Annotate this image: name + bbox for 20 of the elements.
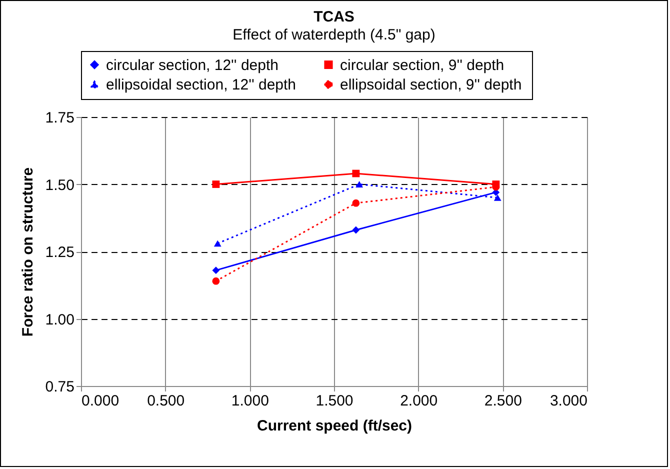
x-tick-label: 1.500 [316, 392, 354, 410]
chart-title: TCAS [314, 8, 354, 26]
legend-label: circular section, 9'' depth [340, 56, 504, 74]
x-tick-label: 0.000 [82, 392, 120, 410]
y-tick-label: 1.75 [45, 110, 74, 126]
x-tick-label: 2.000 [400, 392, 438, 410]
y-axis-title: Force ratio on structure [19, 167, 36, 337]
legend-label: ellipsoidal section, 9'' depth [340, 76, 522, 94]
x-tick-label: 2.500 [484, 392, 522, 410]
y-tick-label: 1.50 [45, 176, 74, 194]
legend-label: ellipsoidal section, 12'' depth [106, 76, 296, 94]
x-tick-label: 1.000 [231, 392, 269, 410]
y-tick-label: 1.25 [45, 244, 74, 261]
y-tick-label: 1.00 [45, 311, 74, 328]
legend-label: circular section, 12'' depth [106, 56, 278, 74]
x-tick-label: 3.000 [550, 392, 588, 410]
x-tick-label: 0.500 [147, 392, 185, 410]
x-axis-title: Current speed (ft/sec) [256, 418, 412, 434]
y-tick-label: 0.75 [45, 378, 74, 396]
chart-subtitle: Effect of waterdepth (4.5" gap) [232, 26, 436, 44]
